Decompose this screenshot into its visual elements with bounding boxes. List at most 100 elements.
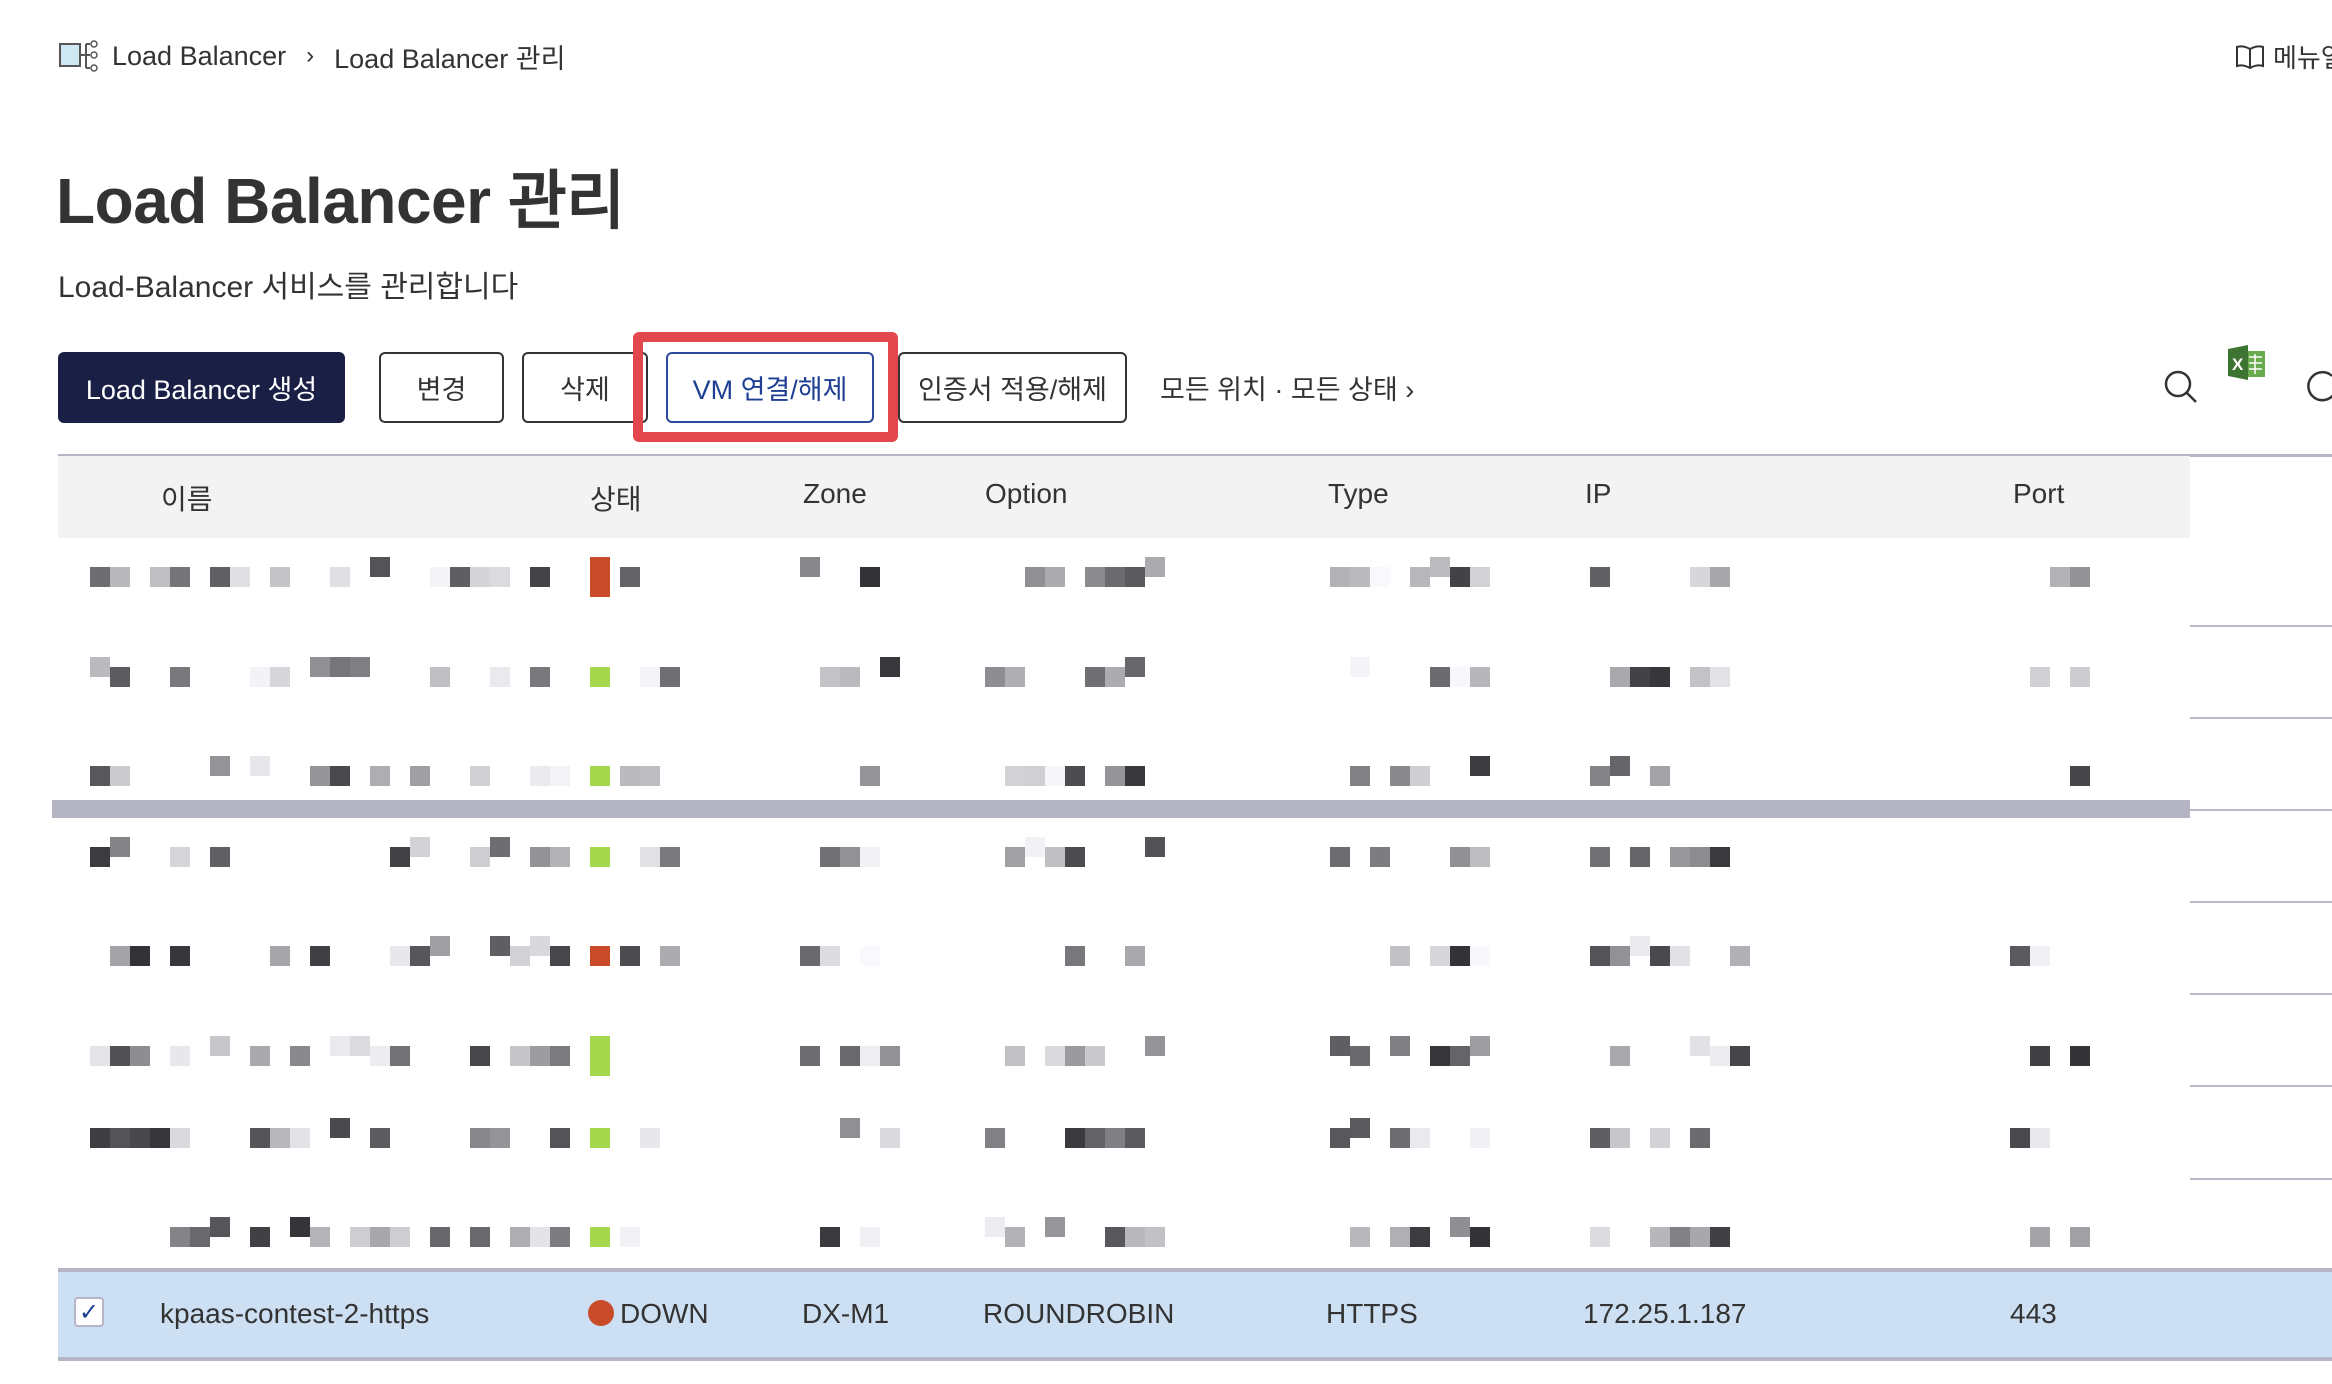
mosaic-cell [640, 847, 660, 867]
mosaic-cell [1045, 1217, 1065, 1237]
mosaic-cell [1650, 1227, 1670, 1247]
mosaic-cell [1670, 946, 1690, 966]
mosaic-cell [1470, 756, 1490, 776]
mosaic-cell [2050, 567, 2070, 587]
status-indicator [590, 1128, 610, 1148]
mosaic-cell [1125, 766, 1145, 786]
refresh-icon[interactable] [2302, 368, 2332, 406]
excel-icon[interactable]: X [2226, 342, 2268, 382]
column-header-name[interactable]: 이름 [161, 484, 213, 515]
mosaic-cell [1390, 946, 1410, 966]
mosaic-cell [330, 766, 350, 786]
mosaic-cell [985, 1128, 1005, 1148]
create-load-balancer-button[interactable]: Load Balancer 생성 [58, 352, 345, 423]
mosaic-cell [130, 946, 150, 966]
mosaic-cell [640, 667, 660, 687]
cell-name: kpaas-contest-2-https [160, 1298, 430, 1329]
column-header-status[interactable]: 상태 [590, 484, 642, 515]
mosaic-cell [1410, 766, 1430, 786]
mosaic-cell [130, 1128, 150, 1148]
breadcrumb-item-load-balancer[interactable]: Load Balancer [112, 40, 287, 71]
column-header-option[interactable]: Option [985, 478, 1068, 509]
mosaic-cell [550, 847, 570, 867]
column-header-zone[interactable]: Zone [803, 478, 867, 509]
mosaic-cell [1670, 847, 1690, 867]
edit-button[interactable]: 변경 [379, 352, 504, 423]
mosaic-cell [1690, 667, 1710, 687]
mosaic-cell [110, 567, 130, 587]
mosaic-cell [640, 1128, 660, 1148]
mosaic-cell [330, 657, 350, 677]
mosaic-cell [370, 766, 390, 786]
row-checkbox[interactable]: ✓ [74, 1297, 104, 1327]
mosaic-cell [1470, 946, 1490, 966]
mosaic-cell [1610, 946, 1630, 966]
delete-button[interactable]: 삭제 [522, 352, 648, 423]
mosaic-cell [1610, 1128, 1630, 1148]
mosaic-cell [490, 837, 510, 857]
column-header-type[interactable]: Type [1328, 478, 1389, 509]
cell-port: 443 [2010, 1298, 2057, 1329]
mosaic-cell [1590, 567, 1610, 587]
mosaic-cell [1065, 1046, 1085, 1066]
mosaic-cell [390, 946, 410, 966]
mosaic-cell [510, 946, 530, 966]
cell-option: ROUNDROBIN [983, 1298, 1175, 1329]
mosaic-cell [330, 1118, 350, 1138]
certificate-button[interactable]: 인증서 적용/해제 [898, 352, 1127, 423]
mosaic-cell [800, 1046, 820, 1066]
status-indicator [590, 946, 610, 966]
mosaic-cell [270, 946, 290, 966]
mosaic-cell [1145, 1227, 1165, 1247]
column-header-port[interactable]: Port [2013, 478, 2065, 509]
mosaic-cell [210, 756, 230, 776]
mosaic-cell [1470, 1227, 1490, 1247]
mosaic-cell [1710, 667, 1730, 687]
mosaic-cell [490, 667, 510, 687]
mosaic-cell [2070, 667, 2090, 687]
mosaic-cell [110, 1128, 130, 1148]
mosaic-cell [250, 1128, 270, 1148]
mosaic-cell [1350, 657, 1370, 677]
mosaic-cell [1430, 946, 1450, 966]
mosaic-cell [170, 847, 190, 867]
mosaic-cell [130, 1046, 150, 1066]
mosaic-cell [660, 946, 680, 966]
mosaic-cell [290, 1217, 310, 1237]
mosaic-cell [2030, 946, 2050, 966]
row-divider [2190, 901, 2332, 903]
mosaic-cell [90, 567, 110, 587]
location-status-filter[interactable]: 모든 위치 · 모든 상태 › [1160, 375, 1415, 405]
mosaic-cell [1085, 667, 1105, 687]
mosaic-cell [270, 1128, 290, 1148]
mosaic-cell [860, 567, 880, 587]
mosaic-cell [840, 1046, 860, 1066]
column-header-ip[interactable]: IP [1585, 478, 1612, 509]
table-row-selected[interactable] [58, 1268, 2332, 1361]
mosaic-cell [1005, 847, 1025, 867]
mosaic-cell [90, 847, 110, 867]
search-icon[interactable] [2162, 368, 2200, 406]
mosaic-cell [1690, 847, 1710, 867]
mosaic-cell [170, 667, 190, 687]
mosaic-cell [430, 567, 450, 587]
mosaic-cell [390, 847, 410, 867]
table-header [58, 456, 2190, 538]
mosaic-cell [530, 847, 550, 867]
mosaic-cell [410, 837, 430, 857]
mosaic-cell [370, 1128, 390, 1148]
mosaic-cell [1350, 766, 1370, 786]
mosaic-cell [230, 567, 250, 587]
vm-connect-button[interactable]: VM 연결/해제 [666, 352, 874, 423]
mosaic-cell [1410, 567, 1430, 587]
mosaic-cell [1350, 1227, 1370, 1247]
status-label: DOWN [620, 1298, 709, 1329]
mosaic-cell [2030, 1128, 2050, 1148]
manual-link[interactable]: 메뉴얼 [2235, 38, 2332, 75]
mosaic-cell [1145, 557, 1165, 577]
mosaic-cell [1065, 1128, 1085, 1148]
mosaic-cell [170, 567, 190, 587]
mosaic-cell [1390, 1227, 1410, 1247]
mosaic-cell [2070, 1046, 2090, 1066]
cell-zone: DX-M1 [802, 1298, 890, 1329]
